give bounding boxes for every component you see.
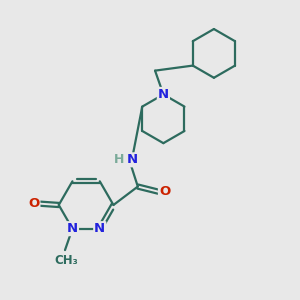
Text: CH₃: CH₃: [55, 254, 78, 267]
Text: O: O: [28, 197, 39, 210]
Text: N: N: [94, 222, 105, 235]
Text: N: N: [126, 153, 137, 166]
Text: N: N: [158, 88, 169, 101]
Text: H: H: [114, 153, 124, 166]
Text: N: N: [67, 222, 78, 235]
Text: O: O: [159, 185, 170, 198]
